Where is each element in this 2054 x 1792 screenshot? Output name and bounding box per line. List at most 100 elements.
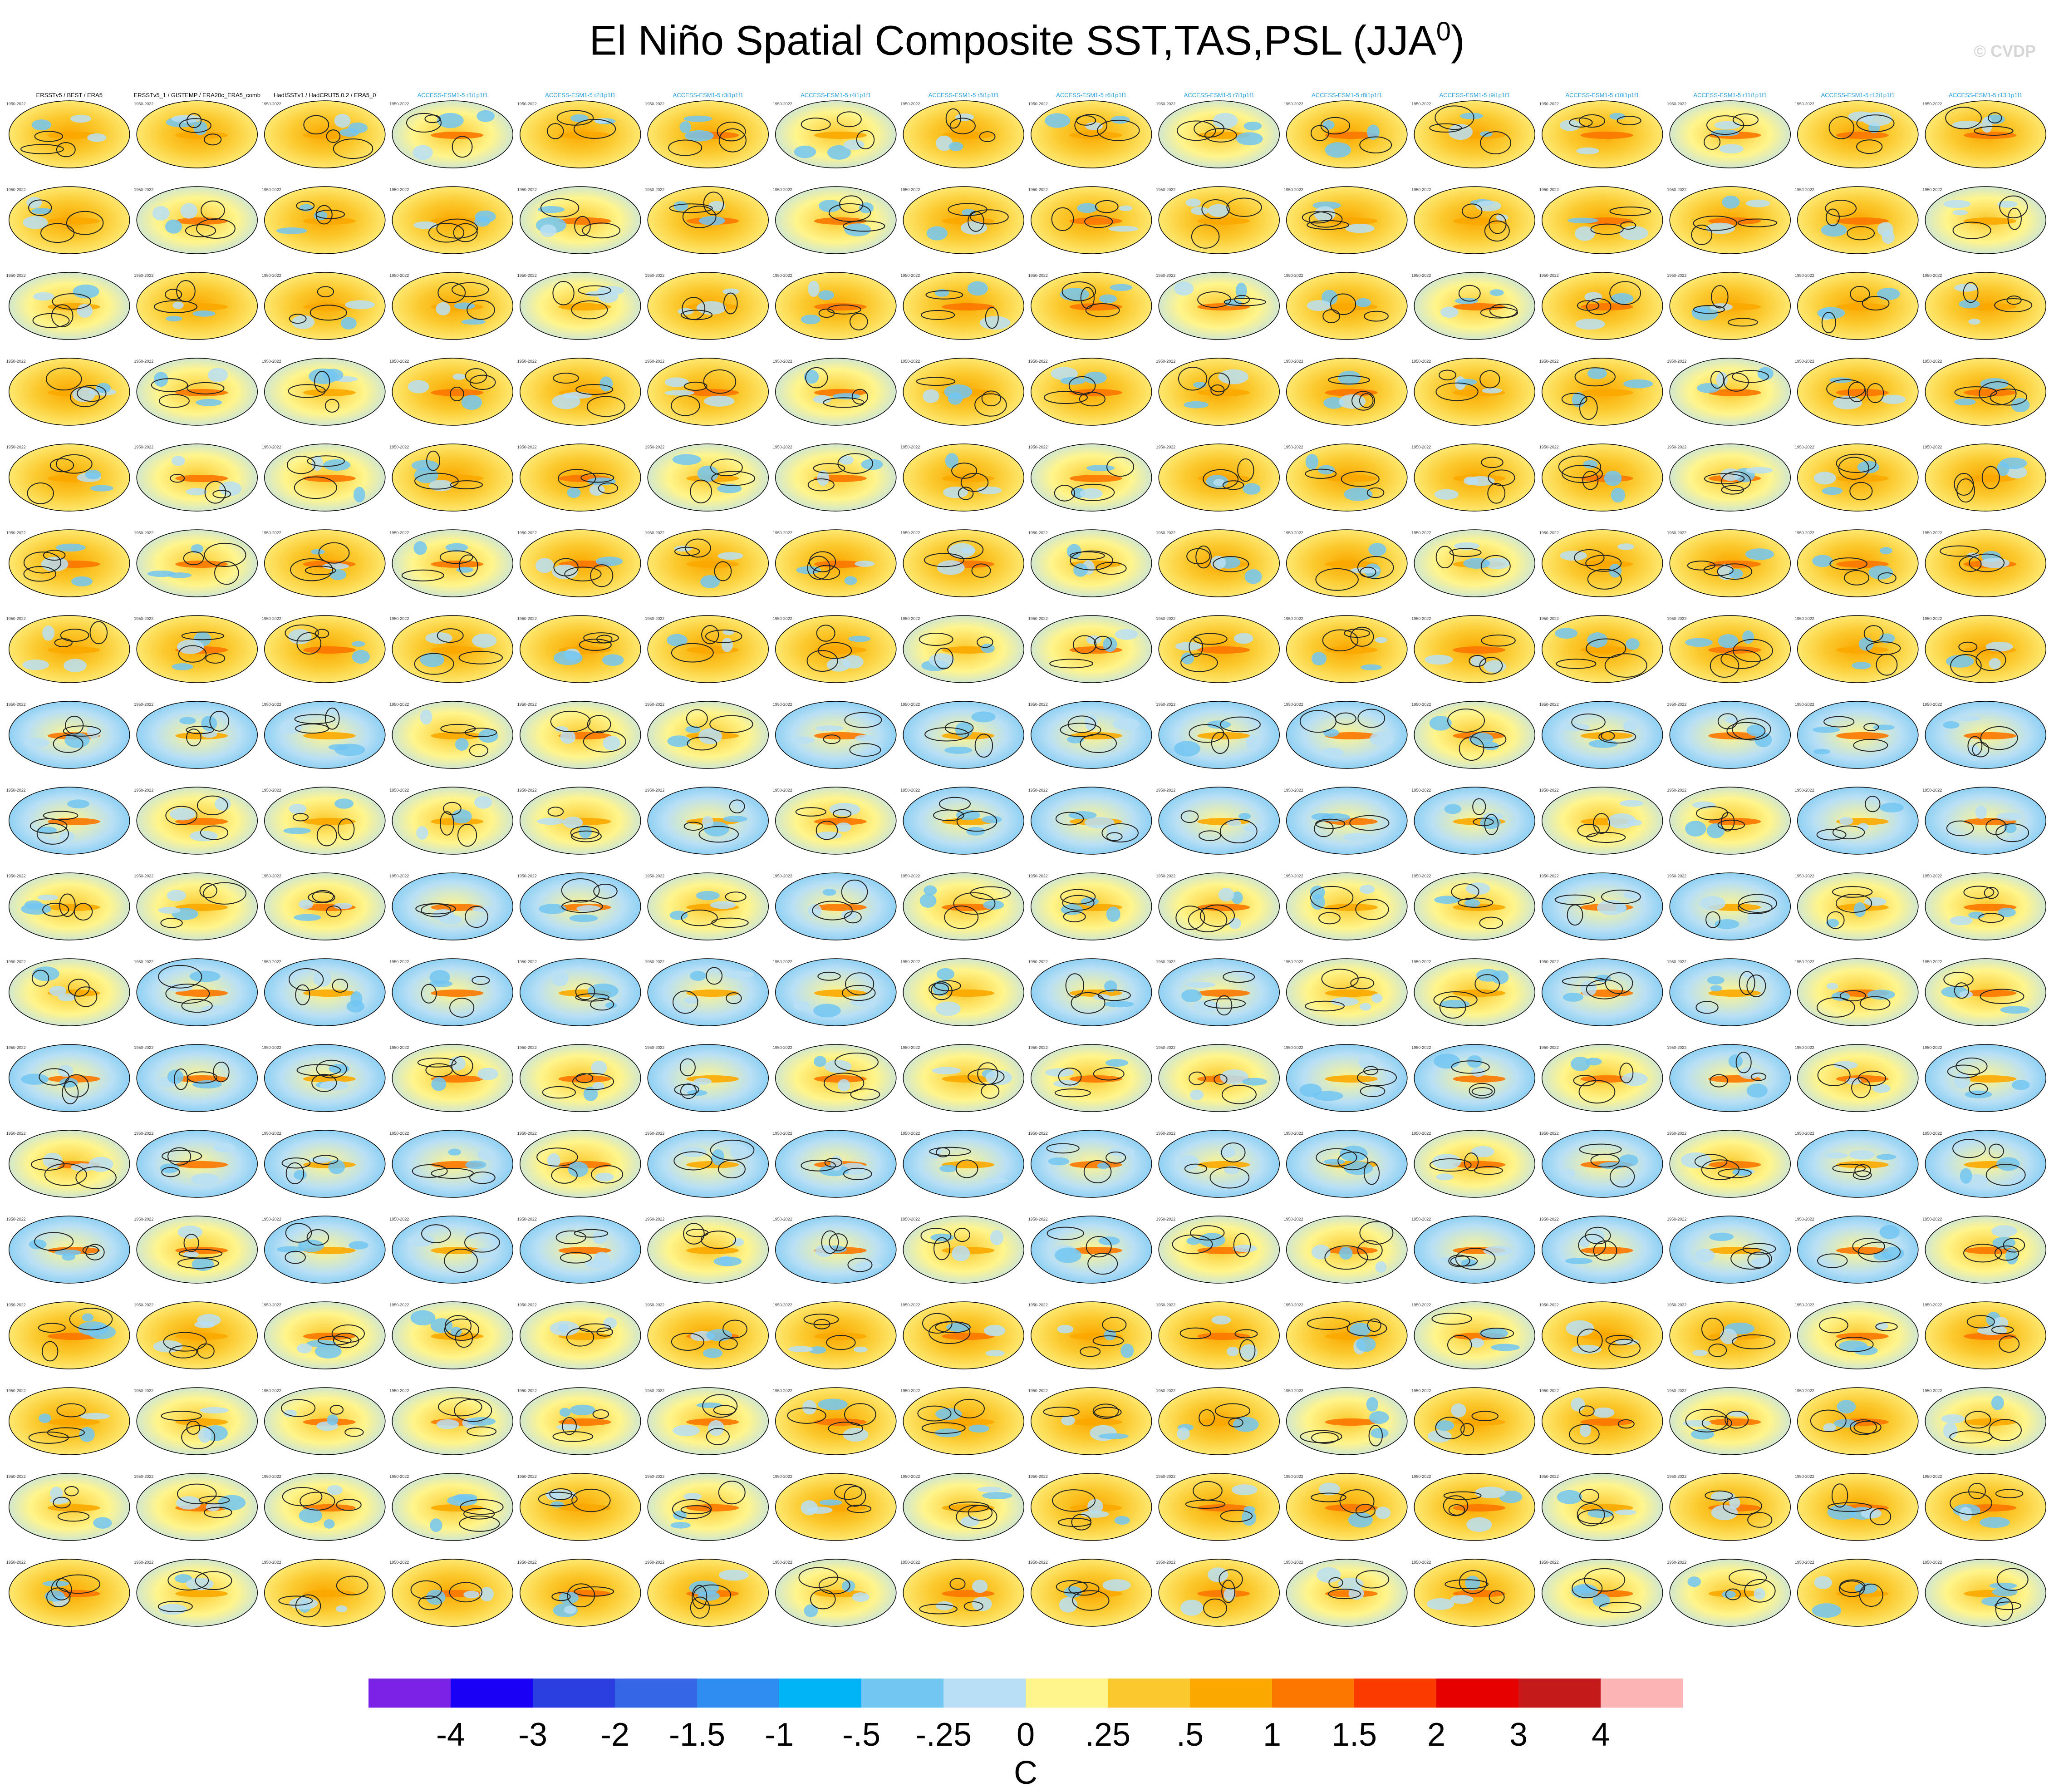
cool-anomaly-patch — [1325, 142, 1351, 158]
cool-anomaly-patch — [1821, 223, 1847, 237]
colorbar-segment — [697, 1679, 779, 1708]
panel-year-range: 1950-2022 — [645, 187, 664, 192]
psl-contour — [1590, 223, 1624, 235]
cool-anomaly-patch — [537, 206, 565, 213]
map-panel: ACCESS-ESM1-5 r5i1p1f1 1950-2022 — [900, 92, 1024, 168]
map-panel: ACCESS-ESM1-5 r2i1p1f1 1950-2022 — [517, 92, 641, 168]
psl-contour — [1847, 226, 1875, 241]
psl-contour — [1462, 203, 1483, 219]
map-panel: 1950-2022 — [1411, 186, 1535, 254]
psl-contour — [153, 300, 198, 313]
el-nino-warm-tongue — [1836, 132, 1889, 139]
cool-anomaly-patch — [960, 221, 987, 235]
colorbar-tick-label: -1 — [765, 1717, 794, 1753]
el-nino-warm-tongue — [1453, 217, 1506, 225]
psl-contour — [1609, 207, 1651, 216]
cool-anomaly-patch — [1953, 210, 1968, 216]
psl-contour — [668, 139, 703, 156]
panel-title: ACCESS-ESM1-5 r5i1p1f1 — [929, 92, 999, 98]
colorbar-tick-label: 4 — [1592, 1717, 1610, 1753]
colorbar-segment — [861, 1679, 943, 1708]
psl-contour — [453, 223, 478, 242]
cool-anomaly-patch — [1560, 119, 1581, 131]
psl-contour — [1706, 115, 1744, 135]
psl-contour — [1704, 134, 1721, 150]
panel-year-range: 1950-2022 — [1539, 102, 1559, 106]
map-panel: ERSSTv5 / BEST / ERA5 1950-2022 — [6, 92, 130, 168]
cool-anomaly-patch — [1746, 199, 1770, 207]
psl-contour — [979, 131, 996, 142]
colorbar-tick-label: -4 — [436, 1717, 465, 1753]
psl-contour — [452, 136, 473, 158]
map-panel: 1950-2022 — [1795, 186, 1919, 254]
psl-contour — [1084, 215, 1113, 228]
panel-year-range: 1950-2022 — [389, 102, 409, 106]
psl-contour — [574, 216, 591, 236]
panel-year-range: 1950-2022 — [1922, 102, 1942, 106]
psl-contour — [1201, 199, 1230, 220]
map-panel: ACCESS-ESM1-5 r9i1p1f1 1950-2022 — [1411, 92, 1535, 168]
el-nino-warm-tongue — [558, 132, 611, 139]
psl-contour — [185, 224, 216, 237]
cool-anomaly-patch — [926, 226, 948, 241]
psl-contour — [1988, 112, 2002, 123]
panel-year-range: 1950-2022 — [1667, 102, 1686, 106]
psl-contour — [1732, 113, 1759, 127]
panel-year-range: 1950-2022 — [517, 187, 537, 192]
psl-contour — [52, 293, 92, 310]
cool-anomaly-patch — [165, 219, 182, 234]
panel-title: ERSSTv5_1 / GISTEMP / ERA20c_ERA5_comb — [134, 92, 260, 98]
psl-contour — [1620, 221, 1636, 230]
cool-anomaly-patch — [171, 114, 201, 123]
psl-contour — [703, 192, 724, 216]
panel-year-range: 1950-2022 — [1156, 187, 1175, 192]
cool-anomaly-patch — [474, 216, 491, 227]
colorbar-tick-label: 1 — [1263, 1717, 1281, 1753]
panel-title: ACCESS-ESM1-5 r10i1p1f1 — [1565, 92, 1639, 98]
el-nino-warm-tongue — [431, 217, 484, 225]
panel-year-range: 1950-2022 — [1539, 187, 1559, 192]
panel-title: ACCESS-ESM1-5 r11i1p1f1 — [1693, 92, 1767, 98]
psl-contour — [179, 118, 211, 133]
panel-year-range: 1950-2022 — [1028, 187, 1048, 192]
cool-anomaly-patch — [1045, 113, 1071, 128]
cvdp-credit: © CVDP — [1974, 42, 2036, 60]
panel-title: ACCESS-ESM1-5 r13i1p1f1 — [1949, 92, 2023, 98]
psl-contour — [1856, 139, 1883, 154]
el-nino-warm-tongue — [431, 132, 484, 139]
psl-contour — [436, 218, 478, 239]
panel-title: ACCESS-ESM1-5 r12i1p1f1 — [1821, 92, 1895, 98]
colorbar-segment — [1272, 1679, 1354, 1708]
psl-contour — [32, 313, 70, 328]
cool-anomaly-patch — [31, 207, 52, 215]
map-panel: ACCESS-ESM1-5 r13i1p1f1 1950-2022 — [1922, 92, 2046, 168]
cool-anomaly-patch — [699, 216, 725, 226]
cool-anomaly-patch — [1574, 226, 1595, 241]
colorbar-tick-label: 1.5 — [1332, 1717, 1377, 1753]
psl-contour — [2007, 207, 2022, 230]
panel-year-range: 1950-2022 — [645, 102, 664, 106]
cool-anomaly-patch — [413, 145, 433, 160]
cool-anomaly-patch — [166, 315, 182, 322]
psl-contour — [573, 119, 616, 139]
cool-anomaly-patch — [180, 203, 198, 219]
psl-contour — [547, 123, 564, 139]
psl-contour — [40, 223, 75, 243]
panel-title: ACCESS-ESM1-5 r1i1p1f1 — [418, 92, 488, 98]
cool-anomaly-patch — [1345, 223, 1375, 233]
panel-year-range: 1950-2022 — [1411, 102, 1431, 106]
psl-contour — [204, 133, 222, 146]
psl-contour — [1177, 120, 1216, 141]
colorbar-segment — [1108, 1679, 1190, 1708]
psl-contour — [969, 209, 1009, 225]
map-panel: 1950-2022 — [517, 186, 641, 254]
colorbar-tick-label: -2 — [600, 1717, 629, 1753]
psl-contour — [1826, 208, 1840, 226]
map-panel: ACCESS-ESM1-5 r10i1p1f1 1950-2022 — [1539, 92, 1663, 168]
psl-contour — [176, 280, 196, 302]
panel-year-range: 1950-2022 — [6, 187, 26, 192]
map-panel: ACCESS-ESM1-5 r12i1p1f1 1950-2022 — [1795, 92, 1919, 168]
map-panel: 1950-2022 — [1667, 186, 1791, 254]
cool-anomaly-patch — [570, 114, 589, 123]
